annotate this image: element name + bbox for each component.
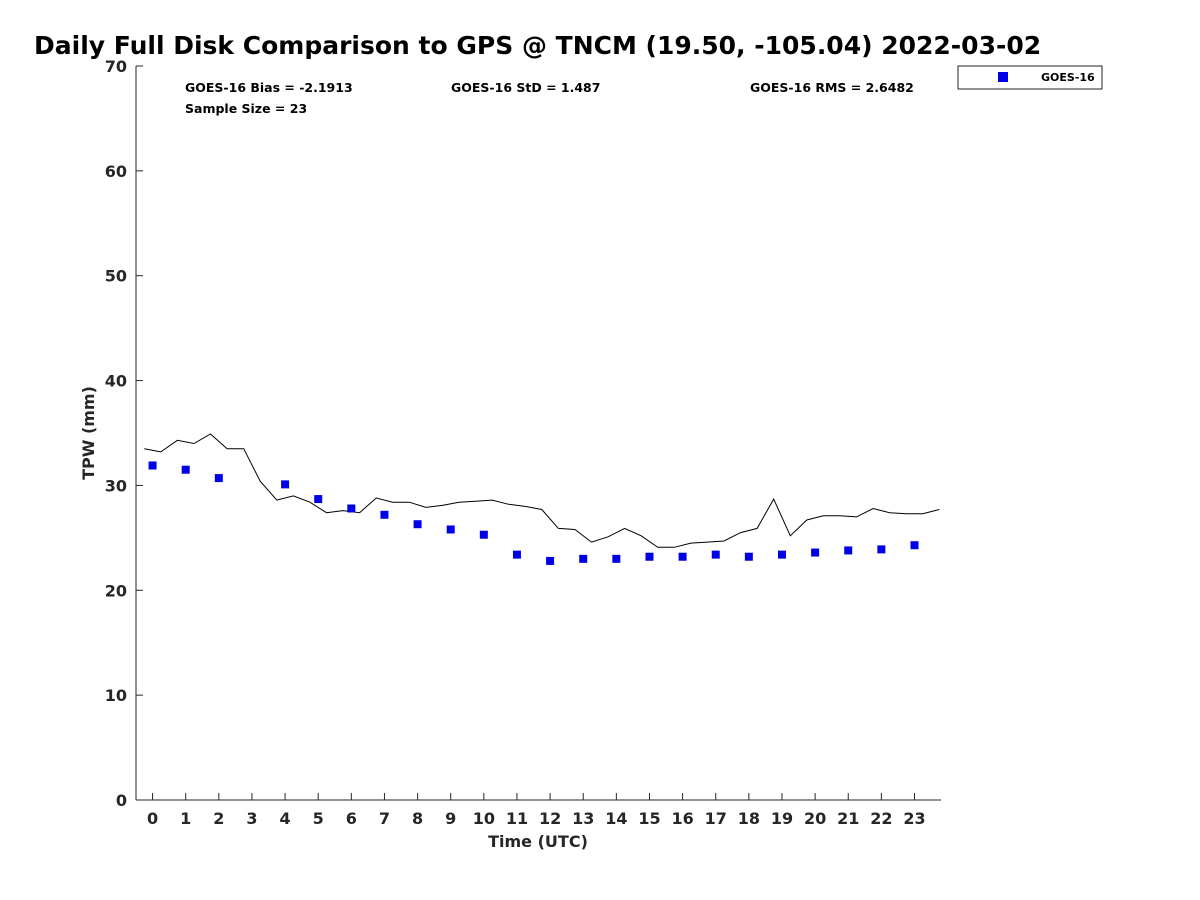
- x-tick-label: 22: [870, 809, 892, 828]
- x-tick-label: 4: [280, 809, 291, 828]
- goes16-point: [811, 548, 820, 557]
- goes16-point: [744, 552, 753, 561]
- x-tick-label: 16: [671, 809, 693, 828]
- x-tick-label: 13: [572, 809, 594, 828]
- x-tick-label: 0: [147, 809, 158, 828]
- y-axis-ticks: 0 10 20 30 40 50 60 70: [105, 57, 143, 810]
- goes16-point: [678, 552, 687, 561]
- legend-box: [957, 65, 1103, 90]
- x-tick-label: 9: [445, 809, 456, 828]
- stat-sample-size: Sample Size = 23: [185, 101, 307, 116]
- goes16-point: [347, 504, 356, 513]
- x-tick-label: 1: [180, 809, 191, 828]
- goes16-point: [181, 465, 190, 474]
- y-tick-label: 10: [105, 686, 127, 705]
- x-axis-ticks: 0 1 2 3 4 5 6 7 8 9 10 11 12 13 14 15 16 17 18 19 20 21 22 23: [147, 793, 926, 828]
- goes16-point: [479, 530, 488, 539]
- x-tick-label: 7: [379, 809, 390, 828]
- x-tick-label: 8: [412, 809, 423, 828]
- y-tick-label: 60: [105, 162, 127, 181]
- goes16-point: [380, 510, 389, 519]
- y-tick-label: 20: [105, 581, 127, 600]
- gps-tpw-line: [144, 433, 940, 548]
- goes16-point: [844, 546, 853, 555]
- goes16-point: [512, 550, 521, 559]
- y-tick-label: 70: [105, 57, 127, 76]
- y-axis-label: TPW (mm): [79, 386, 98, 480]
- x-tick-label: 21: [837, 809, 859, 828]
- x-tick-label: 2: [213, 809, 224, 828]
- goes16-point: [214, 474, 223, 483]
- x-tick-label: 19: [771, 809, 793, 828]
- y-tick-label: 50: [105, 267, 127, 286]
- chart-title: Daily Full Disk Comparison to GPS @ TNCM…: [34, 31, 1041, 60]
- x-axis-label: Time (UTC): [488, 832, 588, 851]
- gps-line-series: [144, 433, 940, 548]
- goes16-point: [612, 554, 621, 563]
- goes16-point: [148, 461, 157, 470]
- x-tick-label: 17: [705, 809, 727, 828]
- goes16-scatter-series: [148, 461, 919, 565]
- legend-entry-goes16: GOES-16: [1041, 71, 1095, 84]
- x-tick-label: 14: [605, 809, 627, 828]
- x-tick-label: 12: [539, 809, 561, 828]
- x-tick-label: 10: [473, 809, 495, 828]
- x-tick-label: 18: [738, 809, 760, 828]
- x-tick-label: 20: [804, 809, 826, 828]
- legend-marker-square: [998, 72, 1008, 82]
- x-tick-label: 6: [346, 809, 357, 828]
- stat-bias: GOES-16 Bias = -2.1913: [185, 80, 353, 95]
- x-tick-label: 11: [506, 809, 528, 828]
- goes16-point: [777, 550, 786, 559]
- goes16-point: [546, 556, 555, 565]
- stat-std: GOES-16 StD = 1.487: [451, 80, 600, 95]
- goes16-point: [314, 495, 323, 504]
- goes16-point: [413, 520, 422, 529]
- plot-area: [135, 66, 941, 801]
- stat-rms: GOES-16 RMS = 2.6482: [750, 80, 914, 95]
- y-tick-label: 0: [116, 791, 127, 810]
- goes16-point: [281, 480, 290, 489]
- goes16-point: [446, 525, 455, 534]
- goes16-point: [910, 541, 919, 550]
- goes16-point: [645, 552, 654, 561]
- goes16-point: [711, 550, 720, 559]
- y-tick-label: 30: [105, 476, 127, 495]
- x-tick-label: 3: [246, 809, 257, 828]
- goes16-point: [877, 545, 886, 554]
- y-tick-label: 40: [105, 372, 127, 391]
- x-tick-label: 23: [903, 809, 925, 828]
- x-tick-label: 15: [638, 809, 660, 828]
- x-tick-label: 5: [313, 809, 324, 828]
- goes16-point: [579, 554, 588, 563]
- legend: GOES-16: [957, 65, 1103, 90]
